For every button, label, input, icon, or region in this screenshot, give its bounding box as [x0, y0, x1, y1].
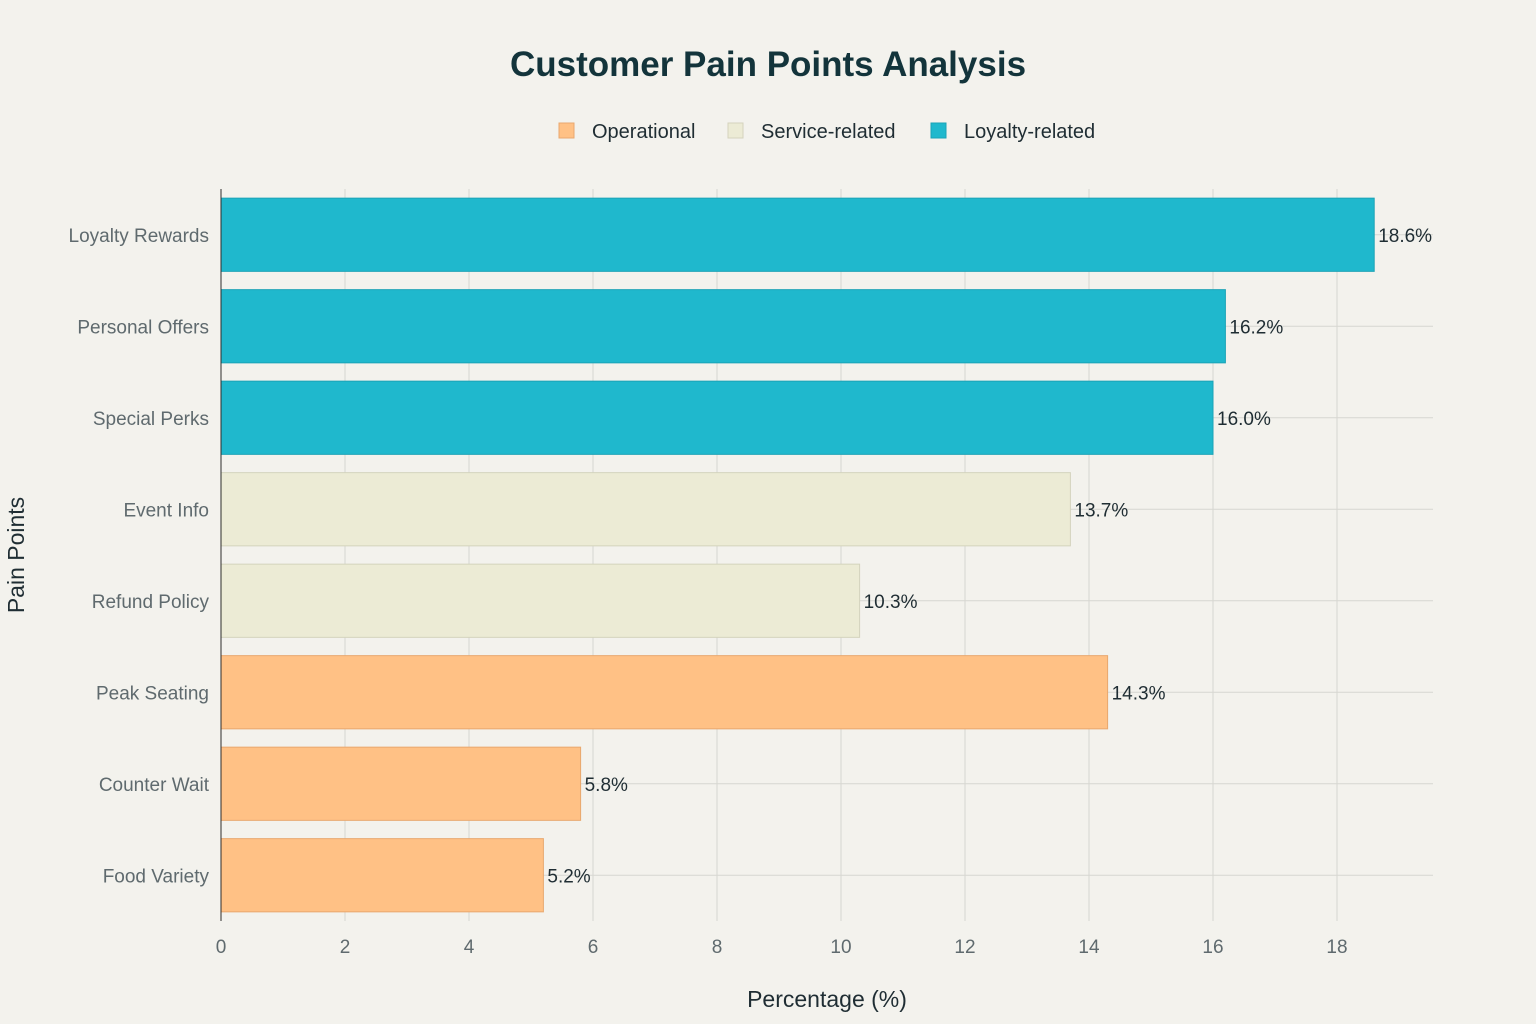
data-label: 13.7%	[1074, 500, 1128, 521]
y-tick-label: Special Perks	[93, 409, 209, 430]
legend-label: Loyalty-related	[964, 121, 1095, 143]
y-tick-label: Loyalty Rewards	[69, 226, 209, 247]
y-tick-label: Personal Offers	[77, 317, 209, 338]
x-tick-label: 14	[1078, 937, 1100, 958]
data-label: 18.6%	[1378, 226, 1432, 247]
data-label: 14.3%	[1112, 683, 1166, 704]
legend: Operational Service-related Loyalty-relate…	[558, 121, 1095, 143]
x-tick-label: 0	[216, 937, 227, 958]
x-tick-label: 10	[830, 937, 851, 958]
bar-personal-offers	[220, 289, 1226, 364]
legend-swatch	[558, 122, 575, 139]
legend-swatch	[727, 122, 744, 139]
y-tick-label: Event Info	[123, 500, 209, 521]
data-label: 16.0%	[1217, 409, 1271, 430]
data-label: 16.2%	[1229, 317, 1283, 338]
legend-label: Service-related	[761, 121, 896, 143]
data-label: 10.3%	[864, 592, 918, 613]
y-tick-label: Peak Seating	[96, 683, 209, 704]
y-axis-title: Pain Points	[3, 497, 29, 613]
bar-food-variety	[220, 838, 544, 913]
bar-special-perks	[220, 380, 1214, 455]
x-tick-label: 12	[954, 937, 975, 958]
x-axis-title: Percentage (%)	[747, 986, 907, 1012]
bar-peak-seating	[220, 655, 1109, 730]
legend-label: Operational	[592, 121, 695, 143]
x-tick-label: 2	[340, 937, 351, 958]
bar-event-info	[220, 472, 1071, 547]
bar-refund-policy	[220, 563, 861, 638]
data-label: 5.2%	[547, 866, 590, 887]
x-tick-label: 4	[464, 937, 475, 958]
y-tick-label: Counter Wait	[99, 775, 210, 796]
legend-swatch	[930, 122, 947, 139]
x-tick-label: 6	[588, 937, 599, 958]
y-tick-label: Food Variety	[103, 866, 210, 887]
x-tick-label: 8	[712, 937, 723, 958]
bars	[220, 197, 1375, 913]
data-labels: 18.6% 16.2% 16.0% 13.7% 10.3% 14.3% 5.8% 5.2%	[547, 226, 1432, 888]
y-tick-label: Refund Policy	[92, 592, 210, 613]
bar-counter-wait	[220, 746, 582, 821]
data-label: 5.8%	[585, 775, 628, 796]
x-tick-label: 18	[1326, 937, 1347, 958]
x-tick-label: 16	[1202, 937, 1223, 958]
y-axis-ticks: Loyalty Rewards Personal Offers Special Pe…	[69, 226, 210, 888]
chart-title: Customer Pain Points Analysis	[510, 45, 1026, 84]
bar-loyalty-rewards	[220, 197, 1375, 272]
x-axis-ticks: 0 2 4 6 8 10 12 14 16 18	[216, 937, 1348, 958]
